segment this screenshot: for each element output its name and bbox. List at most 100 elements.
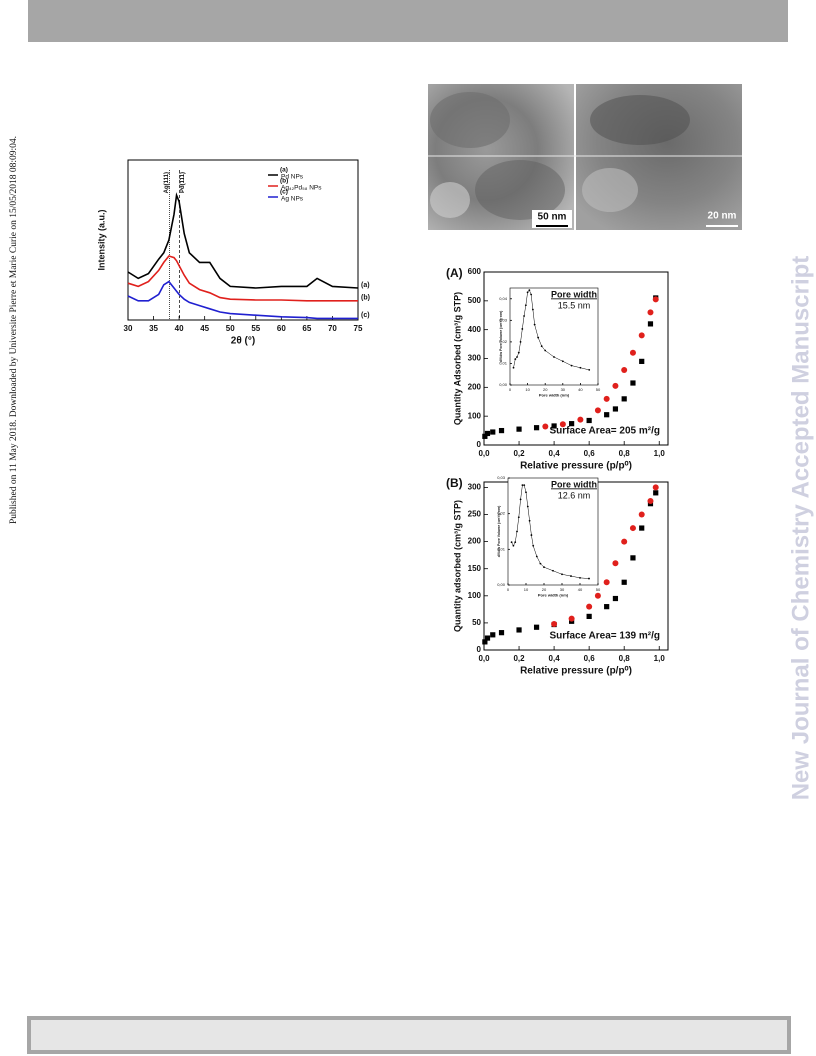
data-point: [521, 328, 524, 330]
data-point: [514, 541, 517, 544]
x-tick-label: 50: [596, 587, 601, 592]
legend-key: (b): [280, 178, 288, 185]
y-tick-label: 250: [468, 510, 482, 519]
data-point: [612, 406, 619, 412]
data-point: [629, 349, 636, 356]
y-tick-label: 0: [477, 645, 482, 654]
data-point: [603, 395, 610, 402]
series-line: [127, 192, 359, 289]
data-point: [528, 519, 531, 522]
footer-bar: [27, 1016, 791, 1054]
data-point: [523, 315, 525, 317]
y-axis-label: dV/dw Pore Volume (cm³/g·nm): [499, 311, 503, 362]
x-tick-label: 0,4: [549, 654, 561, 663]
x-tick-label: 10: [525, 387, 530, 392]
data-point: [514, 358, 517, 361]
inset-annotation: 15.5 nm: [558, 300, 591, 310]
data-point: [484, 635, 491, 641]
data-point: [484, 430, 491, 437]
y-axis-label: dV/dw Pore Volume (cm³/g·nm): [497, 506, 501, 557]
legend-key: (a): [280, 167, 288, 174]
data-point: [647, 309, 654, 316]
x-tick-label: 0,2: [513, 449, 525, 458]
data-point: [630, 380, 636, 386]
data-point: [517, 516, 520, 519]
x-tick-label: 40: [578, 587, 583, 592]
data-point: [603, 579, 610, 586]
panel-label: (B): [446, 476, 463, 490]
x-tick-label: 1,0: [654, 449, 666, 458]
data-point: [579, 576, 581, 579]
tem-texture: [582, 168, 638, 212]
tem-texture: [590, 95, 690, 145]
plot-frame: [127, 159, 359, 321]
data-point: [519, 340, 522, 343]
x-tick-label: 0,4: [549, 449, 561, 458]
data-point: [604, 412, 610, 418]
data-point: [525, 491, 527, 494]
x-tick-label: 10: [524, 587, 529, 592]
curve-label: (b): [361, 295, 370, 302]
data-point: [653, 490, 659, 496]
data-point: [594, 407, 601, 414]
data-point: [551, 423, 557, 429]
y-tick-label: 0,02: [497, 511, 506, 516]
x-tick-label: 50: [596, 387, 601, 392]
y-tick-label: 150: [468, 564, 482, 573]
legend-entry: Pd NPs: [281, 174, 304, 181]
data-point: [516, 426, 522, 432]
data-point: [559, 421, 566, 428]
data-point: [586, 417, 592, 424]
data-point: [537, 336, 540, 339]
legend-key: (c): [280, 189, 288, 196]
data-point: [588, 577, 590, 580]
data-point: [561, 573, 563, 576]
x-tick-label: 0: [509, 387, 512, 392]
surface-area: Surface Area= 205 m²/g: [549, 426, 660, 437]
data-point: [612, 382, 619, 389]
data-point: [533, 624, 540, 630]
data-point: [652, 484, 659, 491]
x-axis-label: Pore width (nm): [538, 592, 569, 597]
data-point: [542, 423, 549, 430]
series-line: [127, 255, 358, 302]
y-tick-label: 400: [468, 325, 482, 334]
y-tick-label: 0,00: [499, 382, 508, 387]
x-tick-label: 30: [560, 587, 565, 592]
x-tick-label: 30: [561, 387, 566, 392]
data-point: [482, 433, 488, 439]
x-tick-label: 45: [200, 324, 209, 333]
data-point: [630, 555, 636, 561]
data-point: [498, 630, 505, 636]
watermark: New Journal of Chemistry Accepted Manusc…: [787, 256, 814, 801]
data-point: [532, 544, 535, 547]
x-tick-label: 0: [507, 587, 510, 592]
y-axis-label: Intensity (a.u.): [96, 209, 106, 270]
scale-bar-label: 20 nm: [708, 211, 737, 222]
y-tick-label: 0,03: [499, 317, 508, 322]
data-point: [533, 323, 536, 326]
data-point: [512, 544, 515, 547]
tem-texture: [430, 182, 470, 218]
data-point: [482, 639, 488, 645]
y-tick-label: 0,03: [497, 475, 506, 480]
data-point: [629, 525, 636, 532]
y-tick-label: 600: [468, 267, 482, 276]
x-tick-label: 30: [124, 324, 133, 333]
data-point: [586, 603, 593, 610]
tem-texture: [430, 92, 510, 148]
data-point: [533, 425, 540, 431]
data-point: [526, 291, 529, 294]
data-point: [621, 579, 627, 585]
y-tick-label: 300: [468, 483, 482, 492]
tem-figure: 50 nm 20 nm: [428, 84, 742, 230]
y-tick-label: 200: [468, 382, 482, 391]
data-point: [652, 296, 659, 303]
data-point: [523, 484, 526, 487]
data-point: [553, 356, 555, 358]
y-tick-label: 300: [468, 354, 482, 363]
data-point: [612, 560, 619, 567]
y-tick-label: 0,00: [497, 582, 506, 587]
reference-label: Pd(111): [180, 172, 186, 193]
